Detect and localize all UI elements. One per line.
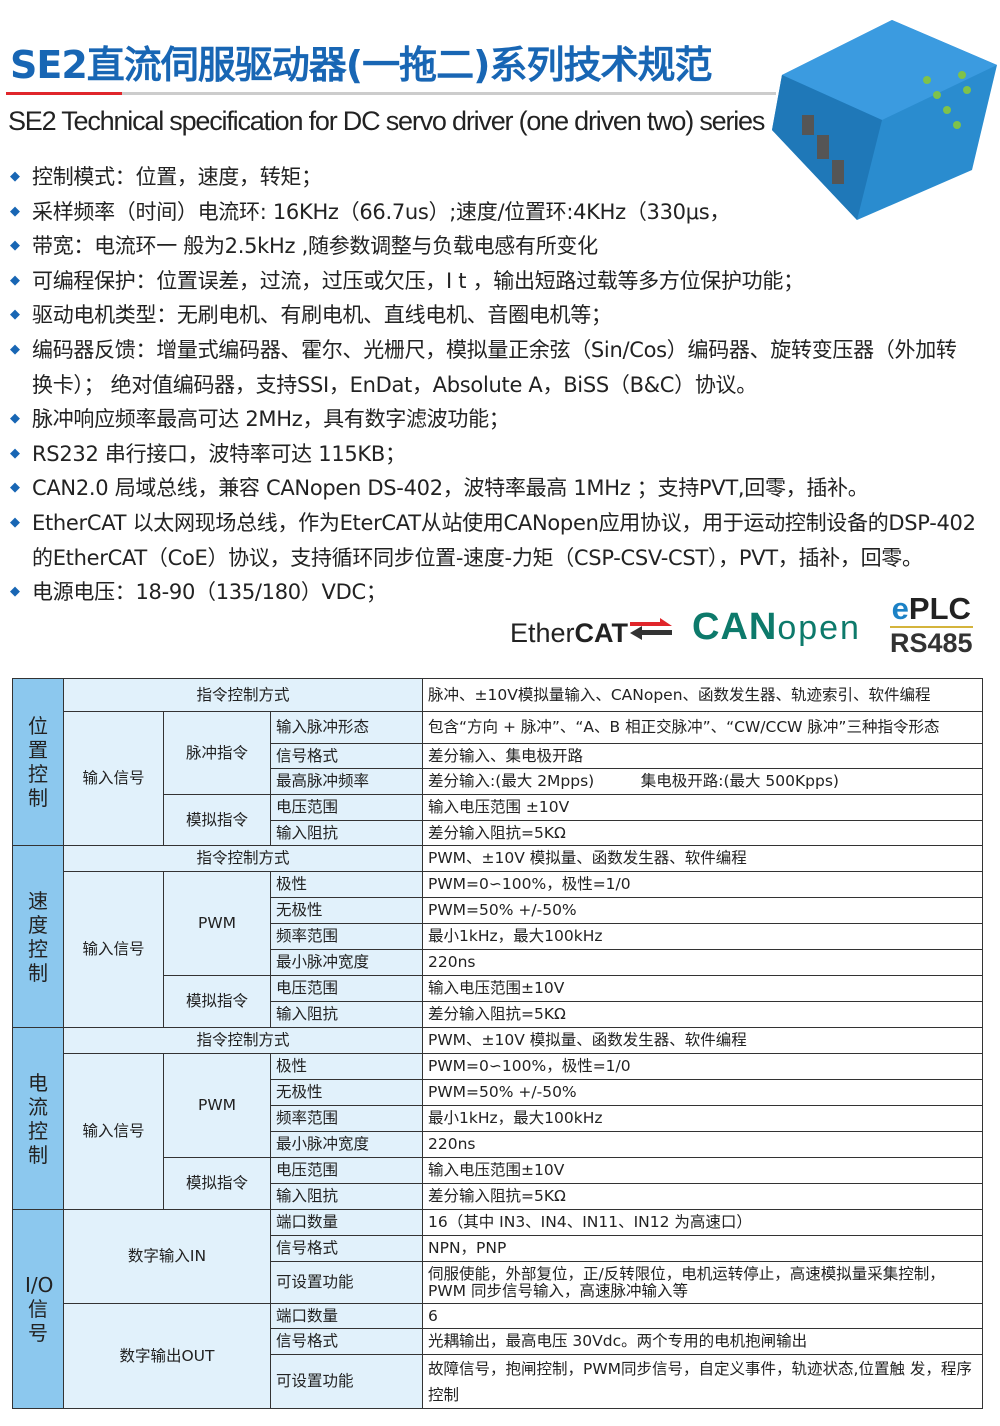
row-value: 最小1kHz，最大100kHz bbox=[422, 923, 983, 950]
row-value: 输入电压范围 ±10V bbox=[422, 794, 983, 821]
row-value: PWM=50% +/-50% bbox=[422, 897, 983, 924]
group-label: PWM bbox=[163, 871, 271, 976]
section-io: I/O信号 bbox=[12, 1209, 64, 1409]
group-label: 数字输入IN bbox=[63, 1209, 271, 1304]
row-value: PWM=0∽100%，极性=1/0 bbox=[422, 1053, 983, 1080]
row-value: PWM=50% +/-50% bbox=[422, 1079, 983, 1106]
row-label: 输入阻抗 bbox=[270, 1001, 423, 1028]
row-value: 脉冲、±10V模拟量输入、CANopen、函数发生器、轨迹索引、软件编程 bbox=[422, 678, 983, 712]
protocol-logos: EtherCAT CANopen ePLC RS485 bbox=[510, 592, 990, 660]
row-label: 端口数量 bbox=[270, 1303, 423, 1329]
feature-item: 带宽：电流环一 般为2.5kHz ,随参数调整与负载电感有所变化 bbox=[10, 229, 995, 264]
section-current: 电流控制 bbox=[12, 1027, 64, 1210]
row-value: 光耦输出，最高电压 30Vdc。两个专用的电机抱闸输出 bbox=[422, 1328, 983, 1355]
group-label: 脉冲指令 bbox=[163, 711, 271, 795]
canopen-logo: CANopen bbox=[692, 606, 861, 648]
row-value: 差分输入阻抗=5KΩ bbox=[422, 820, 983, 846]
title-divider bbox=[6, 92, 776, 95]
row-label: 电压范围 bbox=[270, 975, 423, 1002]
feature-item: 电源电压：18-90（135/180）VDC； bbox=[10, 575, 995, 610]
feature-item: RS232 串行接口，波特率可达 115KB； bbox=[10, 437, 995, 472]
row-label: 频率范围 bbox=[270, 923, 423, 950]
feature-item: 控制模式：位置，速度，转矩； bbox=[10, 160, 995, 195]
row-value: PWM、±10V 模拟量、函数发生器、软件编程 bbox=[422, 1027, 983, 1054]
row-label: 最小脉冲宽度 bbox=[270, 1131, 423, 1158]
row-value: NPN，PNP bbox=[422, 1235, 983, 1262]
feature-item: 采样频率（时间）电流环: 16KHz（66.7us）;速度/位置环:4KHz（3… bbox=[10, 195, 995, 230]
group-label: 输入信号 bbox=[63, 711, 164, 846]
row-label: 输入阻抗 bbox=[270, 820, 423, 846]
row-value: 输入电压范围±10V bbox=[422, 975, 983, 1002]
group-label: 数字输出OUT bbox=[63, 1303, 271, 1409]
row-value: 伺服使能，外部复位，正/反转限位，电机运转停止，高速模拟量采集控制，PWM 同步… bbox=[422, 1261, 983, 1304]
row-label: 输入脉冲形态 bbox=[270, 711, 423, 744]
feature-item: CAN2.0 局域总线，兼容 CANopen DS-402，波特率最高 1MHz… bbox=[10, 471, 995, 506]
row-value: PWM、±10V 模拟量、函数发生器、软件编程 bbox=[422, 845, 983, 872]
row-label: 指令控制方式 bbox=[63, 1027, 423, 1054]
feature-list: 控制模式：位置，速度，转矩； 采样频率（时间）电流环: 16KHz（66.7us… bbox=[10, 160, 995, 610]
row-label: 无极性 bbox=[270, 1079, 423, 1106]
row-label: 可设置功能 bbox=[270, 1354, 423, 1409]
row-label: 信号格式 bbox=[270, 1235, 423, 1262]
row-label: 信号格式 bbox=[270, 743, 423, 769]
row-value: 6 bbox=[422, 1303, 983, 1329]
section-speed: 速度控制 bbox=[12, 845, 64, 1028]
row-label: 端口数量 bbox=[270, 1209, 423, 1236]
row-label: 频率范围 bbox=[270, 1105, 423, 1132]
page-subtitle: SE2 Technical specification for DC servo… bbox=[8, 106, 765, 136]
ethercat-logo: EtherCAT bbox=[510, 618, 673, 649]
row-label: 无极性 bbox=[270, 897, 423, 924]
row-label: 指令控制方式 bbox=[63, 845, 423, 872]
group-label: 输入信号 bbox=[63, 871, 164, 1028]
group-label: 模拟指令 bbox=[163, 1157, 271, 1210]
row-value: 差分输入阻抗=5KΩ bbox=[422, 1001, 983, 1028]
page-title: SE2直流伺服驱动器(一拖二)系列技术规范 bbox=[10, 43, 713, 87]
feature-item: 驱动电机类型：无刷电机、有刷电机、直线电机、音圈电机等； bbox=[10, 298, 995, 333]
eplc-rs485-logo: ePLC RS485 bbox=[890, 591, 973, 658]
row-value: 差分输入:(最大 2Mpps) 集电极开路:(最大 500Kpps) bbox=[422, 768, 983, 795]
row-label: 信号格式 bbox=[270, 1328, 423, 1355]
row-label: 最高脉冲频率 bbox=[270, 768, 423, 795]
feature-item: 脉冲响应频率最高可达 2MHz，具有数字滤波功能； bbox=[10, 402, 995, 437]
row-label: 指令控制方式 bbox=[63, 678, 423, 712]
group-label: 模拟指令 bbox=[163, 975, 271, 1028]
row-value: 最小1kHz，最大100kHz bbox=[422, 1105, 983, 1132]
row-value: 输入电压范围±10V bbox=[422, 1157, 983, 1184]
row-label: 输入阻抗 bbox=[270, 1183, 423, 1210]
row-value: 16（其中 IN3、IN4、IN11、IN12 为高速口） bbox=[422, 1209, 983, 1236]
feature-item: 可编程保护：位置误差，过流，过压或欠压，I t ，输出短路过载等多方位保护功能； bbox=[10, 264, 995, 299]
row-label: 极性 bbox=[270, 871, 423, 898]
row-label: 最小脉冲宽度 bbox=[270, 949, 423, 976]
row-value: 差分输入、集电极开路 bbox=[422, 743, 983, 769]
row-value: 差分输入阻抗=5KΩ bbox=[422, 1183, 983, 1210]
feature-item: EtherCAT 以太网现场总线，作为EterCAT从站使用CANopen应用协… bbox=[10, 506, 990, 575]
row-value: 220ns bbox=[422, 1131, 983, 1158]
group-label: 输入信号 bbox=[63, 1053, 164, 1210]
row-value: 故障信号，抱闸控制，PWM同步信号，自定义事件，轨迹状态,位置触 发，程序控制 bbox=[422, 1354, 983, 1409]
feature-item: 编码器反馈：增量式编码器、霍尔、光栅尺，模拟量正余弦（Sin/Cos）编码器、旋… bbox=[10, 333, 970, 402]
row-value: 220ns bbox=[422, 949, 983, 976]
group-label: 模拟指令 bbox=[163, 794, 271, 846]
row-value: PWM=0∽100%，极性=1/0 bbox=[422, 871, 983, 898]
row-label: 极性 bbox=[270, 1053, 423, 1080]
row-label: 电压范围 bbox=[270, 1157, 423, 1184]
row-label: 电压范围 bbox=[270, 794, 423, 821]
spec-table: 位置控制 指令控制方式 脉冲、±10V模拟量输入、CANopen、函数发生器、轨迹… bbox=[12, 678, 983, 1409]
row-value: 包含“方向 + 脉冲”、“A、B 相正交脉冲”、“CW/CCW 脉冲”三种指令形… bbox=[422, 711, 983, 744]
group-label: PWM bbox=[163, 1053, 271, 1158]
row-label: 可设置功能 bbox=[270, 1261, 423, 1304]
section-position: 位置控制 bbox=[12, 678, 64, 846]
